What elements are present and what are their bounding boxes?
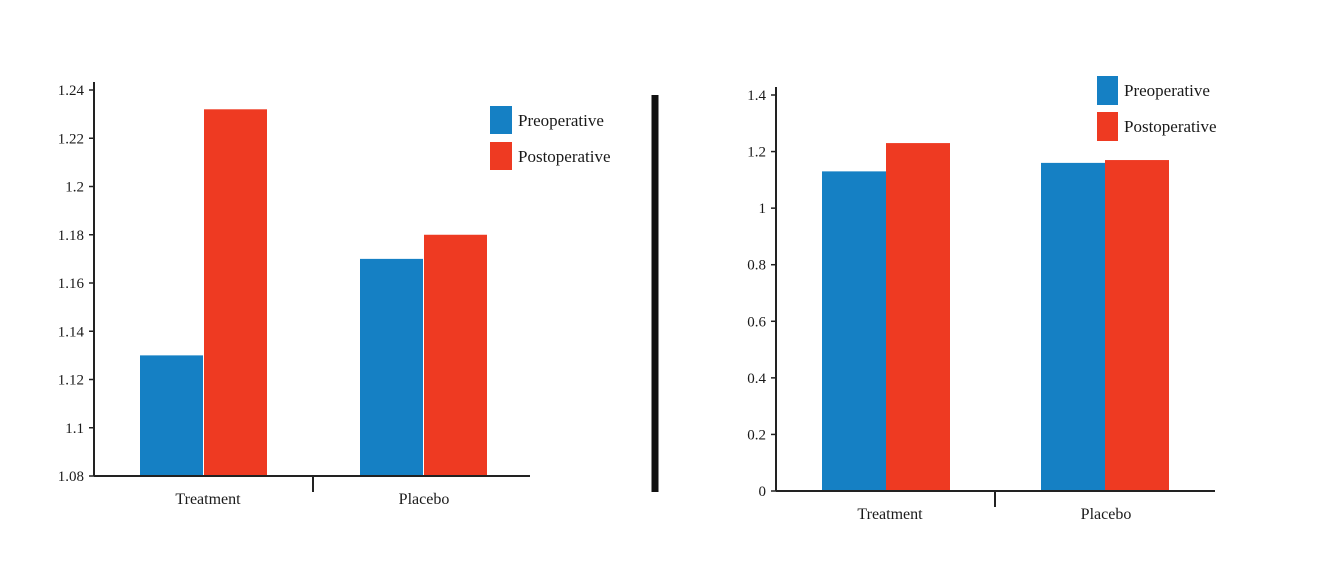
right-bar-chart: 0 0.2 0.4 0.6 0.8 1 1.2 1.4 Treatment Placebo Preo… (747, 76, 1217, 523)
legend-swatch-preoperative (1097, 76, 1118, 105)
legend-label-postoperative: Postoperative (1124, 117, 1217, 136)
y-tick-label: 1.16 (58, 276, 85, 292)
bar-preoperative-placebo (1041, 162, 1105, 491)
legend-label-postoperative: Postoperative (518, 147, 611, 166)
y-tick-label: 0.4 (747, 371, 766, 387)
bar-postoperative-placebo (424, 234, 487, 476)
y-tick-label: 1.1 (65, 421, 84, 437)
y-tick-label: 1.24 (58, 83, 85, 99)
bar-postoperative-placebo (1105, 160, 1169, 492)
y-tick-label: 1.18 (58, 228, 84, 244)
bar-preoperative-placebo (360, 258, 423, 476)
legend-swatch-postoperative (1097, 112, 1118, 141)
y-tick-label: 1.2 (747, 145, 766, 161)
x-category-label: Treatment (175, 491, 241, 508)
y-tick-label: 1.08 (58, 469, 84, 485)
y-tick-label: 1.2 (65, 180, 84, 196)
y-tick-label: 0.2 (747, 427, 766, 443)
x-category-label: Placebo (399, 491, 450, 508)
y-tick-label: 1.4 (747, 88, 766, 104)
x-category-label: Treatment (857, 506, 923, 523)
y-tick-label: 0.6 (747, 314, 766, 330)
y-tick-label: 1.14 (58, 324, 85, 340)
bar-postoperative-treatment (886, 143, 950, 492)
bar-preoperative-treatment (822, 171, 886, 491)
x-category-label: Placebo (1081, 506, 1132, 523)
bar-postoperative-treatment (204, 109, 267, 477)
y-tick-label: 1.12 (58, 373, 84, 389)
y-tick-label: 1 (759, 201, 767, 217)
y-tick-label: 0.8 (747, 258, 766, 274)
legend-swatch-preoperative (490, 106, 512, 134)
y-tick-label: 0 (759, 484, 767, 500)
left-bar-chart: 1.08 1.1 1.12 1.14 1.16 1.18 1.2 1.22 1.24 Treatm… (58, 82, 611, 508)
legend-label-preoperative: Preoperative (1124, 81, 1210, 100)
legend-label-preoperative: Preoperative (518, 111, 604, 130)
legend-swatch-postoperative (490, 142, 512, 170)
bar-preoperative-treatment (140, 355, 203, 476)
y-tick-label: 1.22 (58, 131, 84, 147)
